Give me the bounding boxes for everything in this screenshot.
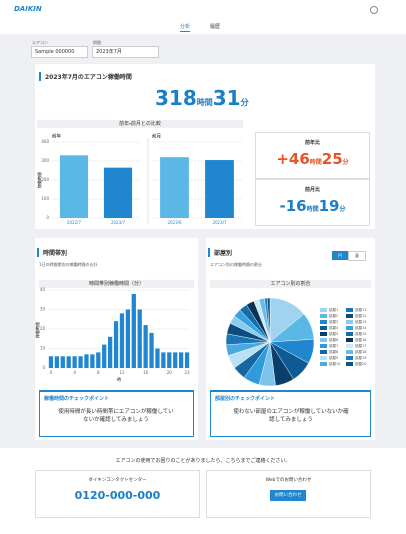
- footer: エアコンの使用でお困りのことがありましたら、こちらまでご連絡ください。 ダイキン…: [0, 448, 406, 534]
- card-title: 2023年7月のエアコン稼働時間: [39, 72, 132, 81]
- account-icon[interactable]: [370, 6, 378, 14]
- toggle-button[interactable]: 表: [348, 251, 366, 261]
- tip-text: 使用時間が長い時間帯にエアコンが稼働していないか確認してみましょう: [58, 409, 174, 423]
- web-label: Webでのお問い合わせ: [265, 478, 312, 483]
- diff-label: 前月比: [304, 187, 320, 193]
- filter-select[interactable]: Sample 000000: [31, 46, 88, 58]
- diff-box: 前月比 -16時間19分: [255, 179, 370, 226]
- unit: 時間: [196, 98, 213, 107]
- unit: 分: [339, 206, 346, 213]
- filter-select[interactable]: 2023年7月: [92, 46, 159, 58]
- hours: 318: [155, 86, 197, 110]
- filter-label: エアコン: [32, 40, 48, 45]
- unit: 時間: [306, 206, 319, 213]
- toggle-button[interactable]: 円: [332, 251, 348, 260]
- unit: 時間: [309, 159, 322, 166]
- diff-value: -16時間19分: [256, 196, 369, 215]
- room-card: 部屋別 エアコン別の稼働時間の割合 円 表 エアコン別の割合 部屋別のチェックポ…: [206, 238, 375, 440]
- chart-title: 前年・前月との比較: [37, 120, 243, 128]
- tip-text: 使わない部屋のエアコンが稼働していないか確認してみましょう: [233, 409, 349, 423]
- description: 1日の時間帯別の稼働時間の合計: [39, 262, 98, 267]
- footer-message: エアコンの使用でお困りのことがありましたら、こちらまでご連絡ください。: [115, 458, 291, 464]
- chart-title: 時間帯別稼働時間（分）: [39, 280, 194, 288]
- minutes: 25: [321, 150, 343, 168]
- summary-card: 2023年7月のエアコン稼働時間 318時間31分 前年・前月との比較 前年比 …: [35, 64, 375, 229]
- filter-label: 期間: [93, 40, 101, 45]
- phone-number[interactable]: 0120-000-000: [74, 489, 161, 502]
- hourly-card: 時間帯別 1日の時間帯別の稼働時間の合計 時間帯別稼働時間（分） 稼働時間のチェ…: [35, 238, 198, 440]
- tip-heading: 稼働時間のチェックポイント: [44, 396, 110, 402]
- description: エアコン別の稼働時間の割合: [210, 262, 262, 267]
- tab[interactable]: 履歴: [210, 24, 221, 30]
- card-title: 部屋別: [208, 248, 232, 257]
- tip-box: 稼働時間のチェックポイント 使用時間が長い時間帯にエアコンが稼働していないか確認…: [39, 390, 194, 437]
- logo[interactable]: DAIKIN: [14, 5, 42, 13]
- header: DAIKIN: [0, 0, 406, 20]
- hours: -16: [279, 197, 307, 215]
- tab-bar: 分析 履歴: [0, 20, 406, 34]
- unit: 分: [342, 159, 349, 166]
- diff-box: 前年比 +46時間25分: [255, 132, 370, 179]
- tab[interactable]: 分析: [180, 24, 191, 32]
- card-title: 時間帯別: [37, 248, 67, 257]
- unit: 分: [240, 98, 249, 107]
- minutes: 19: [318, 197, 340, 215]
- minutes: 31: [212, 86, 241, 110]
- hours: +46: [276, 150, 310, 168]
- chart-title: エアコン別の割合: [210, 280, 371, 288]
- web-box: Webでのお問い合わせ お問い合わせ: [206, 470, 371, 518]
- phone-label: ダイキンコンタクトセンター: [88, 478, 147, 483]
- diff-value: +46時間25分: [256, 149, 369, 168]
- phone-box: ダイキンコンタクトセンター 0120-000-000: [35, 470, 200, 518]
- tip-heading: 部屋別のチェックポイント: [215, 396, 276, 402]
- diff-label: 前年比: [304, 140, 320, 146]
- total-time: 318時間31分: [155, 86, 249, 110]
- contact-button[interactable]: お問い合わせ: [270, 490, 306, 501]
- tip-box: 部屋別のチェックポイント 使わない部屋のエアコンが稼働していないか確認してみまし…: [210, 390, 371, 437]
